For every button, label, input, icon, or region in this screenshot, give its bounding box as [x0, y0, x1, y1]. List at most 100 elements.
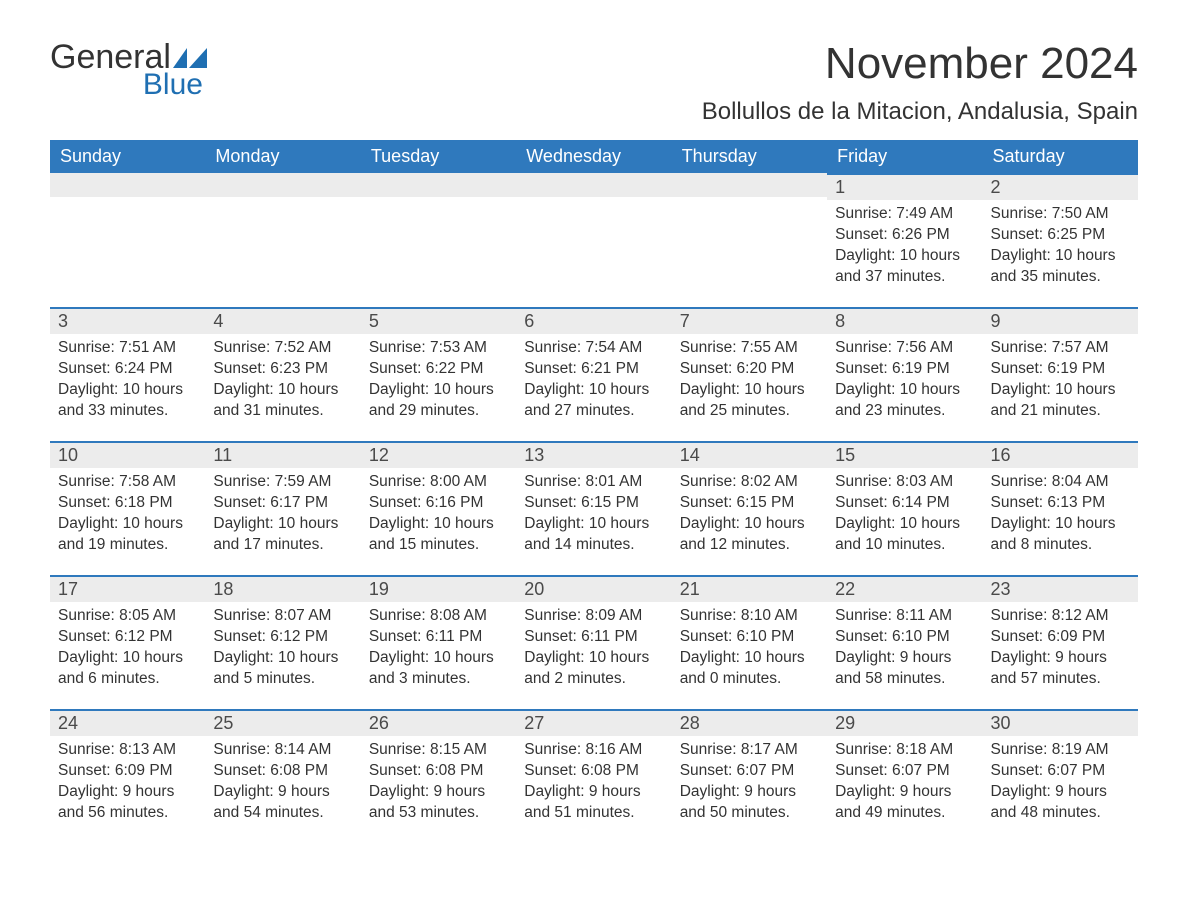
sunrise-label: Sunrise: [991, 473, 1048, 490]
sunset-line: Sunset: 6:14 PM [835, 493, 974, 514]
daylight-value-1: 10 hours [429, 381, 494, 398]
day-content: Sunrise: 8:07 AMSunset: 6:12 PMDaylight:… [205, 602, 360, 698]
calendar-week-row: 3Sunrise: 7:51 AMSunset: 6:24 PMDaylight… [50, 307, 1138, 441]
day-number: 27 [516, 709, 671, 736]
sunset-value: 6:07 PM [888, 762, 950, 779]
logo-flag-icon [173, 48, 207, 68]
sunset-value: 6:21 PM [577, 360, 639, 377]
calendar-cell: 18Sunrise: 8:07 AMSunset: 6:12 PMDayligh… [205, 575, 360, 709]
sunrise-label: Sunrise: [991, 607, 1048, 624]
sunset-line: Sunset: 6:15 PM [680, 493, 819, 514]
daylight-line-2: and 33 minutes. [58, 401, 197, 422]
calendar-cell [672, 173, 827, 307]
day-content: Sunrise: 7:51 AMSunset: 6:24 PMDaylight:… [50, 334, 205, 430]
sunrise-value: 8:00 AM [426, 473, 487, 490]
sunrise-label: Sunrise: [835, 205, 892, 222]
sunrise-value: 8:04 AM [1047, 473, 1108, 490]
day-content: Sunrise: 7:56 AMSunset: 6:19 PMDaylight:… [827, 334, 982, 430]
sunrise-value: 8:03 AM [892, 473, 953, 490]
daylight-label: Daylight: [680, 381, 740, 398]
daylight-line-1: Daylight: 10 hours [58, 380, 197, 401]
sunset-label: Sunset: [991, 494, 1044, 511]
daylight-line-1: Daylight: 10 hours [991, 380, 1130, 401]
sunrise-label: Sunrise: [680, 607, 737, 624]
daylight-line-1: Daylight: 9 hours [58, 782, 197, 803]
sunset-line: Sunset: 6:20 PM [680, 359, 819, 380]
calendar-cell: 10Sunrise: 7:58 AMSunset: 6:18 PMDayligh… [50, 441, 205, 575]
sunrise-value: 7:55 AM [737, 339, 798, 356]
sunset-line: Sunset: 6:12 PM [213, 627, 352, 648]
calendar-cell: 5Sunrise: 7:53 AMSunset: 6:22 PMDaylight… [361, 307, 516, 441]
calendar-cell: 7Sunrise: 7:55 AMSunset: 6:20 PMDaylight… [672, 307, 827, 441]
sunrise-value: 8:14 AM [270, 741, 331, 758]
sunset-value: 6:13 PM [1043, 494, 1105, 511]
sunrise-line: Sunrise: 7:51 AM [58, 338, 197, 359]
daylight-label: Daylight: [835, 381, 895, 398]
calendar-cell [516, 173, 671, 307]
day-number: 26 [361, 709, 516, 736]
daylight-value-1: 9 hours [585, 783, 641, 800]
day-number: 12 [361, 441, 516, 468]
daylight-value-1: 10 hours [895, 381, 960, 398]
sunset-line: Sunset: 6:26 PM [835, 225, 974, 246]
sunset-value: 6:17 PM [266, 494, 328, 511]
sunset-label: Sunset: [524, 762, 577, 779]
empty-day-band [672, 173, 827, 197]
daylight-line-2: and 6 minutes. [58, 669, 197, 690]
weekday-header: Sunday [50, 140, 205, 173]
sunset-line: Sunset: 6:07 PM [991, 761, 1130, 782]
day-number: 5 [361, 307, 516, 334]
sunset-label: Sunset: [369, 762, 422, 779]
calendar-cell [205, 173, 360, 307]
logo-word-blue: Blue [50, 70, 207, 100]
day-number: 20 [516, 575, 671, 602]
calendar-cell: 11Sunrise: 7:59 AMSunset: 6:17 PMDayligh… [205, 441, 360, 575]
daylight-value-1: 9 hours [895, 649, 951, 666]
logo: General Blue [50, 40, 207, 100]
sunrise-label: Sunrise: [991, 205, 1048, 222]
sunrise-line: Sunrise: 8:03 AM [835, 472, 974, 493]
day-number: 22 [827, 575, 982, 602]
sunset-value: 6:11 PM [577, 628, 638, 645]
calendar-cell: 20Sunrise: 8:09 AMSunset: 6:11 PMDayligh… [516, 575, 671, 709]
sunset-label: Sunset: [58, 494, 111, 511]
sunrise-line: Sunrise: 7:52 AM [213, 338, 352, 359]
sunset-line: Sunset: 6:15 PM [524, 493, 663, 514]
sunset-label: Sunset: [835, 628, 888, 645]
sunrise-value: 8:12 AM [1047, 607, 1108, 624]
daylight-line-1: Daylight: 10 hours [58, 648, 197, 669]
daylight-line-1: Daylight: 10 hours [835, 380, 974, 401]
daylight-label: Daylight: [213, 783, 273, 800]
sunset-line: Sunset: 6:22 PM [369, 359, 508, 380]
sunrise-label: Sunrise: [680, 741, 737, 758]
day-content: Sunrise: 7:57 AMSunset: 6:19 PMDaylight:… [983, 334, 1138, 430]
daylight-line-1: Daylight: 9 hours [991, 648, 1130, 669]
sunset-line: Sunset: 6:23 PM [213, 359, 352, 380]
daylight-line-1: Daylight: 10 hours [680, 380, 819, 401]
day-content: Sunrise: 8:18 AMSunset: 6:07 PMDaylight:… [827, 736, 982, 832]
day-content: Sunrise: 8:01 AMSunset: 6:15 PMDaylight:… [516, 468, 671, 564]
day-number: 3 [50, 307, 205, 334]
sunrise-label: Sunrise: [991, 741, 1048, 758]
sunrise-value: 7:58 AM [115, 473, 176, 490]
day-content: Sunrise: 8:09 AMSunset: 6:11 PMDaylight:… [516, 602, 671, 698]
day-number: 2 [983, 173, 1138, 200]
sunrise-label: Sunrise: [213, 607, 270, 624]
sunrise-line: Sunrise: 8:14 AM [213, 740, 352, 761]
sunset-label: Sunset: [680, 494, 733, 511]
empty-day-band [361, 173, 516, 197]
sunset-line: Sunset: 6:13 PM [991, 493, 1130, 514]
sunset-label: Sunset: [213, 494, 266, 511]
daylight-line-2: and 56 minutes. [58, 803, 197, 824]
sunrise-line: Sunrise: 7:58 AM [58, 472, 197, 493]
calendar-week-row: 24Sunrise: 8:13 AMSunset: 6:09 PMDayligh… [50, 709, 1138, 843]
daylight-value-1: 10 hours [740, 381, 805, 398]
sunrise-line: Sunrise: 8:12 AM [991, 606, 1130, 627]
daylight-label: Daylight: [369, 783, 429, 800]
daylight-value-1: 10 hours [1051, 515, 1116, 532]
sunset-label: Sunset: [680, 762, 733, 779]
daylight-label: Daylight: [369, 649, 429, 666]
day-number: 7 [672, 307, 827, 334]
day-content: Sunrise: 7:54 AMSunset: 6:21 PMDaylight:… [516, 334, 671, 430]
daylight-line-2: and 19 minutes. [58, 535, 197, 556]
